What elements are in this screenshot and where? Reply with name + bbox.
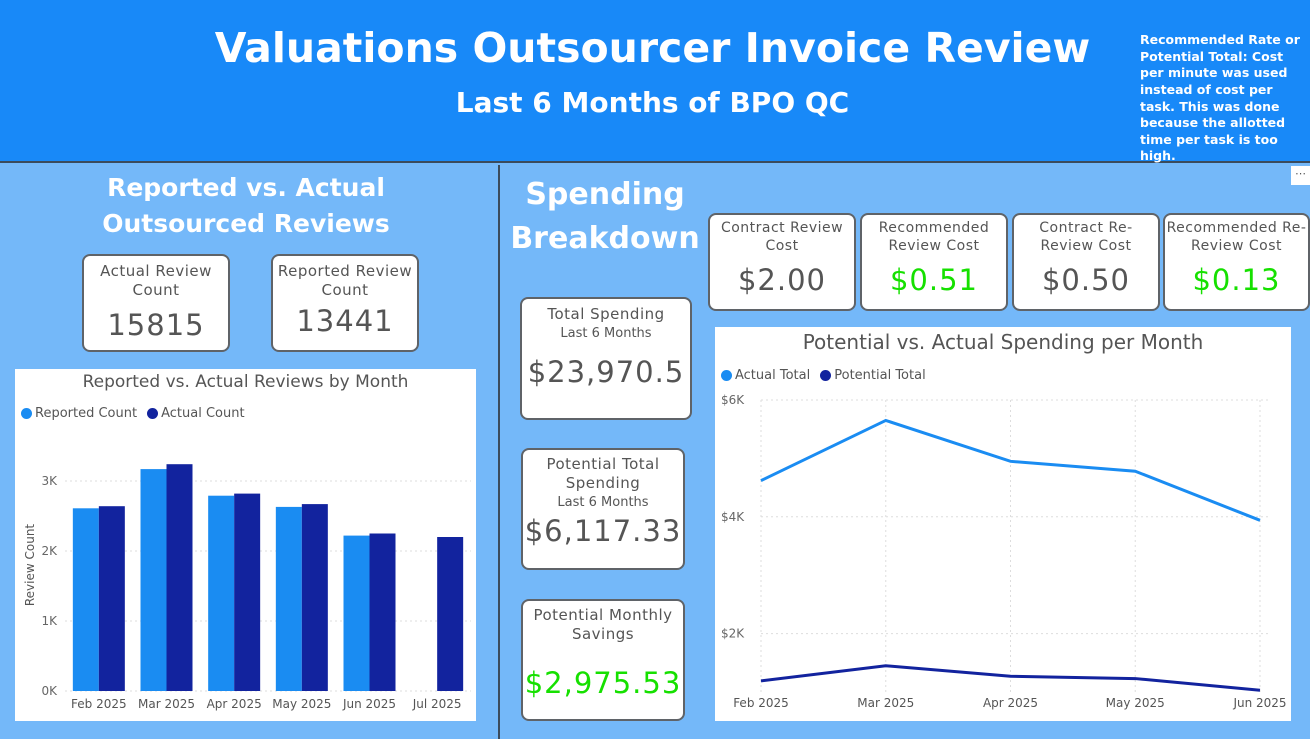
x-tick-label: Jul 2025 [412, 697, 462, 711]
potential-total-line [760, 664, 1261, 692]
reported-review-count-card: Reported Review Count 13441 [271, 254, 419, 352]
actual-total-line [760, 418, 1261, 522]
chart-title: Potential vs. Actual Spending per Month [802, 330, 1204, 354]
bar-actual [98, 506, 125, 691]
recommended-review-cost-card: Recommended Review Cost $0.51 [860, 213, 1008, 311]
y-tick-label: 3K [41, 474, 58, 488]
chart-legend: Reported Count Actual Count [21, 406, 251, 421]
bar-reported [275, 506, 302, 691]
x-tick-label: Jun 2025 [342, 697, 396, 711]
potential-monthly-savings-card: Potential Monthly Savings $2,975.53 [521, 599, 685, 721]
spending-line-chart: Potential vs. Actual Spending per Month … [715, 327, 1291, 721]
card-value: $0.13 [1192, 263, 1281, 297]
card-value: $6,117.33 [524, 513, 682, 548]
bar-actual [301, 504, 328, 691]
x-tick-label: Mar 2025 [857, 696, 914, 710]
total-spending-card: Total Spending Last 6 Months $23,970.5 [520, 297, 692, 420]
card-value: $0.50 [1041, 263, 1131, 297]
card-value: 13441 [296, 303, 394, 338]
x-tick-label: Mar 2025 [138, 697, 195, 711]
card-value: 15815 [107, 307, 205, 342]
y-tick-label: 1K [41, 614, 58, 628]
chart-legend: Actual Total Potential Total [721, 368, 932, 383]
spending-section-title: Spending Breakdown [510, 177, 700, 256]
header-banner: Valuations Outsourcer Invoice Review Las… [0, 0, 1310, 163]
legend-label: Reported Count [35, 406, 138, 421]
x-tick-label: May 2025 [272, 697, 331, 711]
card-value: $2,975.53 [524, 665, 682, 700]
card-value: $2.00 [737, 263, 827, 297]
y-tick-label: $6K [721, 393, 745, 407]
card-sublabel: Last 6 Months [560, 325, 652, 341]
actual-review-count-card: Actual Review Count 15815 [82, 254, 230, 352]
card-value: $0.51 [889, 263, 979, 297]
card-label: Contract Re-Review Cost [1039, 220, 1133, 254]
x-tick-label: Feb 2025 [733, 696, 789, 710]
bar-chart-plot: 0K 1K 2K 3K Review Count Feb 2025 Mar 2025 Apr … [23, 464, 471, 711]
y-tick-label: $2K [721, 627, 745, 641]
card-label: Potential Monthly Savings [533, 606, 673, 643]
x-tick-label: May 2025 [1106, 696, 1165, 710]
card-label: Recommended Review Cost [878, 220, 990, 254]
bar-reported [343, 535, 370, 691]
card-label: Total Spending [547, 305, 665, 323]
reviews-section-title: Reported vs. Actual Outsourced Reviews [102, 173, 390, 239]
card-value: $23,970.5 [527, 354, 685, 389]
legend-item-reported[interactable]: Reported Count [21, 406, 137, 421]
chart-title: Reported vs. Actual Reviews by Month [82, 372, 409, 392]
more-options-icon[interactable]: ⋯ [1291, 166, 1310, 185]
legend-item-actual[interactable]: Actual Count [147, 406, 245, 421]
card-label: Reported Review Count [277, 262, 413, 299]
bar-actual [437, 537, 464, 691]
reviews-bar-chart: Reported vs. Actual Reviews by Month Rep… [15, 369, 476, 721]
legend-item-potential-total[interactable]: Potential Total [820, 368, 926, 383]
bar-reported [140, 469, 167, 691]
legend-dot [21, 408, 32, 419]
y-tick-label: 2K [41, 544, 58, 558]
card-label: Actual Review Count [100, 262, 212, 299]
legend-dot [820, 370, 832, 381]
contract-re-review-cost-card: Contract Re-Review Cost $0.50 [1012, 213, 1160, 311]
x-tick-label: Feb 2025 [71, 697, 127, 711]
page-title: Valuations Outsourcer Invoice Review [214, 24, 1091, 72]
line-chart-plot: $2K $4K $6K Feb 2025 Mar 2025 Apr 2025 May 202… [721, 393, 1287, 710]
y-tick-label: $4K [721, 510, 745, 524]
x-tick-label: Jun 2025 [1232, 696, 1286, 710]
page-subtitle: Last 6 Months of BPO QC [455, 86, 850, 119]
methodology-note: Recommended Rate or Potential Total: Cos… [1140, 32, 1300, 164]
card-sublabel: Last 6 Months [557, 494, 649, 510]
card-label: Contract Review Cost [720, 220, 844, 254]
x-tick-label: Apr 2025 [207, 697, 262, 711]
legend-item-actual-total[interactable]: Actual Total [721, 368, 810, 383]
recommended-re-review-cost-card: Recommended Re-Review Cost $0.13 [1163, 213, 1310, 311]
legend-label: Actual Total [735, 368, 811, 383]
bar-actual [166, 464, 193, 691]
legend-label: Potential Total [834, 368, 926, 383]
legend-label: Actual Count [161, 406, 245, 421]
y-axis-label: Review Count [23, 524, 37, 607]
potential-total-spending-card: Potential Total Spending Last 6 Months $… [521, 448, 685, 570]
legend-dot [147, 408, 159, 419]
bar-reported [208, 495, 235, 691]
x-tick-label: Apr 2025 [983, 696, 1038, 710]
contract-review-cost-card: Contract Review Cost $2.00 [708, 213, 856, 311]
y-tick-label: 0K [41, 684, 58, 698]
card-label: Recommended Re-Review Cost [1166, 220, 1307, 254]
legend-dot [721, 370, 732, 381]
bar-reported [72, 508, 99, 691]
card-label: Potential Total Spending [546, 455, 660, 492]
bar-actual [234, 493, 261, 691]
bar-actual [369, 533, 396, 691]
